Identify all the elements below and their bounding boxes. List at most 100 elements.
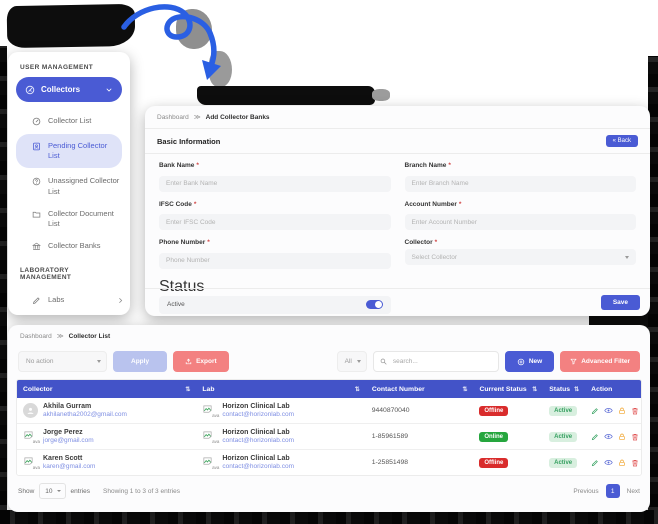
broken-image-icon: ava	[23, 456, 40, 470]
lab-email[interactable]: contact@horizonlab.com	[222, 410, 294, 418]
sidebar-item-collector-document-list[interactable]: Collector Document List	[8, 203, 130, 235]
view-icon[interactable]	[604, 432, 613, 441]
torn-paper-bar	[197, 86, 390, 105]
pagination: Previous 1 Next	[573, 484, 640, 498]
sidebar: USER MANAGEMENT Collectors Collector Lis…	[8, 52, 130, 315]
status-toggle[interactable]	[365, 300, 383, 309]
lab-name: Horizon Clinical Lab	[222, 428, 290, 436]
sidebar-item-label: Labs	[48, 295, 65, 304]
export-icon	[185, 358, 192, 365]
collector-email[interactable]: jorge@gmail.com	[43, 436, 94, 444]
lab-email[interactable]: contact@horizonlab.com	[222, 436, 294, 444]
column-header-lab[interactable]: Lab	[196, 386, 365, 393]
collector-email[interactable]: karen@gmail.com	[43, 462, 96, 470]
broken-image-icon: ava	[202, 456, 219, 470]
phone-number-field-group: Phone Number *	[159, 239, 391, 269]
sort-icon[interactable]	[462, 386, 467, 393]
page-size-select[interactable]: 10	[39, 483, 66, 499]
lock-icon[interactable]	[618, 459, 626, 467]
page-number-button[interactable]: 1	[605, 484, 620, 498]
column-header-current-status[interactable]: Current Status	[473, 386, 543, 393]
table-toolbar: No action Apply Export All New Advanced …	[8, 347, 650, 379]
broken-image-icon: ava	[202, 430, 219, 444]
collector-name: Jorge Perez	[43, 428, 83, 436]
collector-name: Akhila Gurram	[43, 402, 92, 410]
chevron-right-icon	[117, 297, 124, 304]
broken-image-icon: ava	[23, 430, 40, 444]
sort-icon[interactable]	[355, 386, 360, 393]
delete-icon[interactable]	[631, 459, 639, 467]
edit-icon[interactable]	[591, 433, 599, 441]
sort-icon[interactable]	[574, 386, 579, 393]
sidebar-item-label: Collector Document List	[48, 208, 114, 228]
sort-icon[interactable]	[532, 386, 537, 393]
broken-image-icon: ava	[202, 404, 219, 418]
view-icon[interactable]	[604, 458, 613, 467]
showing-entries-text: Showing 1 to 3 of 3 entries	[103, 487, 180, 495]
column-header-collector[interactable]: Collector	[17, 386, 196, 393]
breadcrumb: Dashboard ≫ Add Collector Banks	[145, 106, 650, 128]
export-button[interactable]: Export	[173, 351, 229, 372]
lock-icon[interactable]	[618, 433, 626, 441]
sidebar-item-collector-list[interactable]: Collector List	[8, 110, 130, 132]
table-row: ava Karen Scott karen@gmail.com ava Horiz…	[17, 450, 641, 475]
bank-name-input[interactable]	[159, 175, 391, 192]
sidebar-item-pending-collector-list[interactable]: Pending Collector List	[16, 134, 122, 169]
gauge-icon	[25, 85, 35, 95]
current-status-badge: Online	[479, 431, 509, 442]
apply-button[interactable]: Apply	[113, 351, 168, 372]
edit-icon[interactable]	[591, 407, 599, 415]
save-button[interactable]: Save	[600, 295, 640, 310]
view-icon[interactable]	[604, 406, 613, 415]
collector-table: Collector Lab Contact Number Current Sta…	[16, 379, 642, 476]
add-collector-banks-panel: Dashboard ≫ Add Collector Banks Basic In…	[145, 106, 650, 316]
field-label: Account Number	[404, 200, 457, 208]
breadcrumb-current: Collector List	[68, 332, 111, 340]
delete-icon[interactable]	[631, 433, 639, 441]
contact-number: 1-85961589	[371, 433, 409, 440]
account-number-input[interactable]	[404, 214, 636, 230]
form-title: Basic Information	[157, 136, 221, 146]
bulk-action-select[interactable]: No action	[18, 351, 107, 372]
previous-page-button[interactable]: Previous	[573, 487, 599, 495]
back-button[interactable]: « Back	[605, 135, 638, 147]
required-mark: *	[207, 239, 210, 246]
field-label: Collector	[404, 239, 433, 246]
sidebar-item-labs[interactable]: Labs	[8, 287, 130, 311]
lock-icon[interactable]	[618, 407, 626, 415]
breadcrumb: Dashboard ≫ Collector List	[8, 325, 650, 347]
show-label: Show	[18, 487, 35, 495]
breadcrumb-home[interactable]: Dashboard	[20, 332, 52, 340]
bank-name-field-group: Bank Name *	[159, 162, 391, 192]
required-mark: *	[193, 200, 197, 208]
edit-icon[interactable]	[591, 459, 599, 467]
sidebar-item-unassigned-collector-list[interactable]: Unassigned Collector List	[8, 170, 130, 202]
delete-icon[interactable]	[631, 407, 639, 415]
field-label: IFSC Code	[159, 200, 192, 208]
branch-name-field-group: Branch Name *	[404, 162, 636, 192]
column-header-contact-number[interactable]: Contact Number	[366, 386, 474, 393]
phone-number-input[interactable]	[159, 252, 391, 269]
branch-name-input[interactable]	[404, 175, 636, 192]
torn-edge-bottom	[0, 510, 658, 524]
search-input[interactable]	[390, 357, 492, 366]
filter-all-select[interactable]: All	[336, 351, 367, 372]
next-page-button[interactable]: Next	[626, 487, 640, 495]
current-status-badge: Offline	[479, 457, 509, 468]
lab-name: Horizon Clinical Lab	[222, 402, 290, 410]
advanced-filter-button[interactable]: Advanced Filter	[560, 351, 640, 372]
sort-icon[interactable]	[185, 386, 190, 393]
lab-email[interactable]: contact@horizonlab.com	[222, 462, 294, 470]
search-box	[372, 351, 499, 372]
table-row: ava Jorge Perez jorge@gmail.com ava Horiz…	[17, 424, 641, 450]
sidebar-item-collector-banks[interactable]: Collector Banks	[8, 235, 130, 257]
ifsc-code-input[interactable]	[159, 214, 391, 230]
sidebar-item-label: Collectors	[41, 85, 81, 94]
new-button[interactable]: New	[504, 351, 555, 372]
collector-email[interactable]: akhilanetha2002@gmail.com	[43, 410, 127, 418]
sidebar-item-collectors[interactable]: Collectors	[16, 77, 122, 102]
collector-select[interactable]: Select Collector	[404, 249, 636, 265]
column-header-status[interactable]: Status	[543, 386, 585, 393]
breadcrumb-home[interactable]: Dashboard	[157, 113, 189, 121]
divider	[145, 128, 650, 129]
